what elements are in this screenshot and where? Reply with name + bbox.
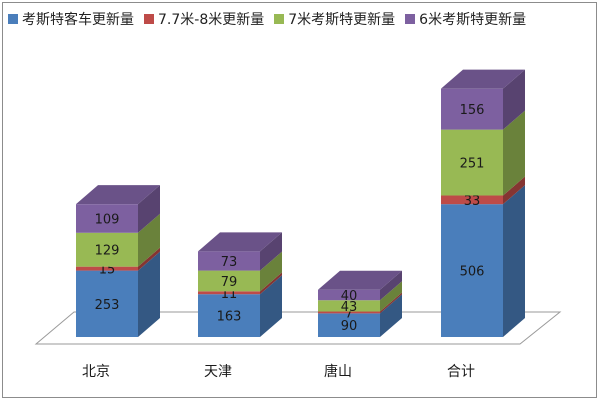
data-label-1-2: 79 <box>221 275 238 290</box>
bar-side-1-0 <box>260 275 282 337</box>
data-label-3-2: 251 <box>460 157 485 172</box>
bar-side-0-0 <box>138 251 160 337</box>
legend-item-1: 考斯特客车更新量 <box>8 9 134 29</box>
category-label-1: 天津 <box>204 364 232 380</box>
data-label-1-0: 163 <box>217 310 242 325</box>
data-label-2-0: 90 <box>341 319 358 334</box>
legend-item-4: 6米考斯特更新量 <box>405 9 526 29</box>
data-label-3-3: 156 <box>460 103 485 118</box>
legend-label-3: 7米考斯特更新量 <box>288 12 396 28</box>
bar-3-1 <box>441 195 503 205</box>
bar-1-2 <box>198 270 260 292</box>
floor-plane <box>34 311 562 345</box>
bar-0-0 <box>76 270 138 337</box>
bar-side-2-0 <box>380 294 402 337</box>
bar-2-1 <box>318 311 380 314</box>
bar-side-0-3 <box>138 185 160 233</box>
bar-side-3-2 <box>503 110 525 196</box>
legend-label-2: 7.7米-8米更新量 <box>158 12 265 28</box>
bar-top-0 <box>76 185 160 205</box>
bar-0-2 <box>76 232 138 267</box>
data-label-0-0: 253 <box>95 298 120 313</box>
category-label-0: 北京 <box>82 364 110 380</box>
legend-label-4: 6米考斯特更新量 <box>419 12 527 28</box>
bar-0-1 <box>76 266 138 271</box>
legend-label-1: 考斯特客车更新量 <box>22 12 134 28</box>
bar-1-3 <box>198 251 260 271</box>
legend: 考斯特客车更新量 7.7米-8米更新量 7米考斯特更新量 6米考斯特更新量 <box>8 8 526 30</box>
data-label-2-3: 40 <box>341 289 358 304</box>
bar-top-2 <box>318 270 402 290</box>
legend-item-3: 7米考斯特更新量 <box>274 9 395 29</box>
bar-2-0 <box>318 313 380 337</box>
data-label-3-0: 506 <box>460 265 485 280</box>
bar-side-1-2 <box>260 251 282 292</box>
bar-side-2-2 <box>380 281 402 312</box>
bar-top-3 <box>441 69 525 89</box>
bar-side-1-1 <box>260 272 282 295</box>
data-label-0-3: 109 <box>95 212 120 227</box>
legend-swatch-1 <box>8 14 18 24</box>
data-label-1-3: 73 <box>221 255 238 270</box>
bar-3-0 <box>441 204 503 337</box>
bar-2-3 <box>318 289 380 301</box>
legend-swatch-2 <box>144 14 154 24</box>
bar-0-3 <box>76 204 138 233</box>
bar-side-3-0 <box>503 185 525 337</box>
data-label-0-2: 129 <box>95 244 120 259</box>
legend-swatch-3 <box>274 14 285 24</box>
bar-3-3 <box>441 88 503 130</box>
bar-top-1 <box>198 232 282 252</box>
bar-3-2 <box>441 129 503 196</box>
bar-side-2-3 <box>380 270 402 301</box>
bar-side-3-1 <box>503 176 525 205</box>
legend-item-2: 7.7米-8米更新量 <box>144 9 264 29</box>
category-label-2: 唐山 <box>324 363 352 380</box>
data-label-2-1: 7 <box>345 306 353 321</box>
data-label-3-1: 33 <box>464 194 481 209</box>
legend-swatch-4 <box>405 14 416 24</box>
bar-side-3-3 <box>503 69 525 130</box>
bar-side-0-1 <box>138 247 160 271</box>
bar-side-0-2 <box>138 213 160 267</box>
bar-side-2-1 <box>380 292 402 314</box>
bar-1-0 <box>198 294 260 337</box>
bar-side-1-3 <box>260 232 282 271</box>
bar-2-2 <box>318 300 380 312</box>
bar-1-1 <box>198 291 260 295</box>
data-label-2-2: 43 <box>341 300 358 315</box>
category-label-3: 合计 <box>447 364 475 380</box>
